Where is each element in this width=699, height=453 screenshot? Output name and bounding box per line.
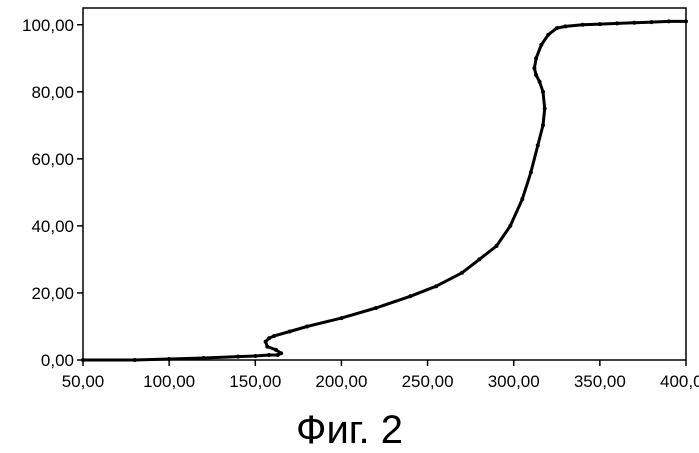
data-point (534, 73, 538, 77)
x-tick-label: 300,00 (488, 372, 540, 391)
x-tick-label: 200,00 (315, 372, 367, 391)
data-point (555, 26, 559, 30)
data-point (81, 358, 85, 362)
data-point (581, 23, 585, 27)
series-markers (81, 19, 688, 362)
data-point (339, 316, 343, 320)
data-point (274, 348, 278, 352)
data-point (615, 21, 619, 25)
data-point (236, 355, 240, 359)
data-point (264, 340, 268, 344)
x-tick-label: 100,00 (143, 372, 195, 391)
y-tick-label: 20,00 (31, 284, 74, 303)
data-point (477, 257, 481, 261)
data-point (667, 19, 671, 23)
data-point (267, 336, 271, 340)
axis-tick-labels: 50,00 100,00 150,00 200,00 250,00 300,00 350,0… (22, 16, 699, 391)
data-point (541, 123, 545, 127)
data-point (279, 351, 283, 355)
data-point (541, 90, 545, 94)
data-point (272, 334, 276, 338)
data-point (538, 80, 542, 84)
data-point (253, 354, 257, 358)
data-point (305, 325, 309, 329)
data-point (495, 244, 499, 248)
x-tick-label: 250,00 (402, 372, 454, 391)
data-point (520, 197, 524, 201)
data-point (684, 19, 688, 23)
plot-area-frame (83, 8, 686, 360)
y-tick-label: 100,00 (22, 16, 74, 35)
axis-ticks (77, 25, 686, 366)
data-point (434, 284, 438, 288)
data-point (508, 224, 512, 228)
x-tick-label: 150,00 (229, 372, 281, 391)
data-point (408, 294, 412, 298)
x-tick-label: 350,00 (574, 372, 626, 391)
data-point (529, 170, 533, 174)
data-point (536, 143, 540, 147)
data-point (267, 353, 271, 357)
data-point (543, 107, 547, 111)
y-tick-label: 60,00 (31, 150, 74, 169)
data-point (265, 345, 269, 349)
data-point (202, 356, 206, 360)
y-tick-label: 80,00 (31, 83, 74, 102)
x-tick-label: 400,00 (660, 372, 699, 391)
data-point (563, 24, 567, 28)
data-point (532, 66, 536, 70)
data-point (133, 358, 137, 362)
data-point (374, 306, 378, 310)
x-tick-label: 50,00 (62, 372, 105, 391)
data-point (650, 20, 654, 24)
y-tick-label: 0,00 (41, 351, 74, 370)
data-point (288, 330, 292, 334)
data-point (539, 43, 543, 47)
data-point (276, 353, 280, 357)
y-tick-label: 40,00 (31, 217, 74, 236)
data-point (534, 56, 538, 60)
data-point (167, 357, 171, 361)
series-line (83, 21, 686, 360)
data-point (598, 22, 602, 26)
figure-caption: Фиг. 2 (0, 408, 699, 452)
data-point (632, 21, 636, 25)
data-point (546, 33, 550, 37)
data-point (460, 271, 464, 275)
